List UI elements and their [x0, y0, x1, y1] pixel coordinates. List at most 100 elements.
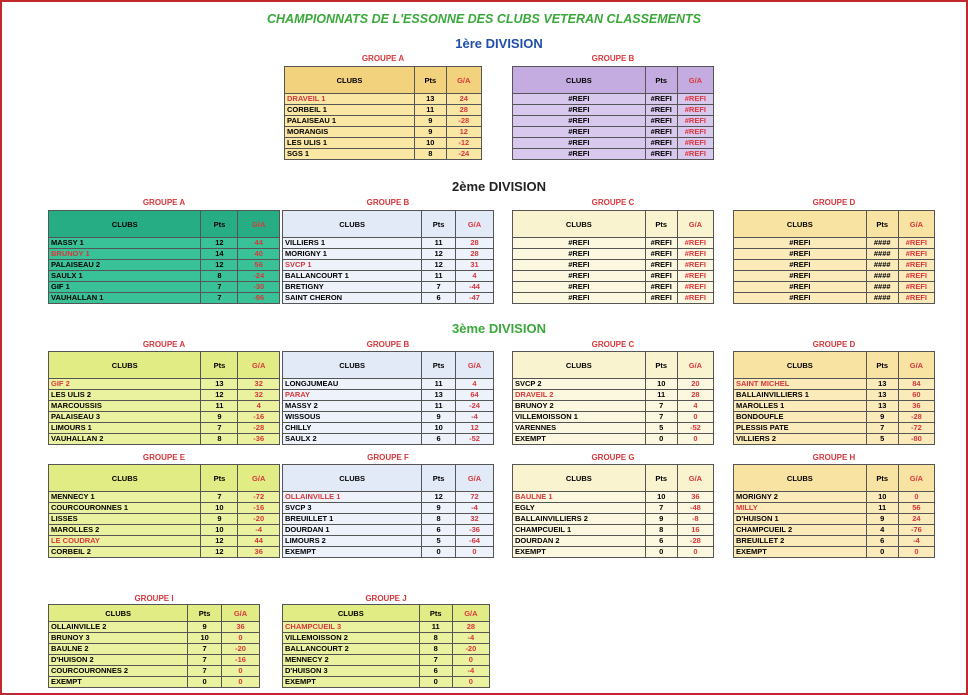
team-row: #REFI #REFI #REFI [512, 259, 715, 271]
goal-average: #REFI [676, 93, 715, 105]
club-name: SVCP 2 [512, 378, 646, 390]
club-name: D'HUISON 1 [733, 513, 867, 525]
club-name: #REFI [512, 248, 646, 260]
goal-average: 0 [897, 491, 936, 503]
goal-average: 36 [676, 491, 715, 503]
points: 13 [421, 389, 457, 401]
goal-average: 31 [455, 259, 494, 271]
column-header: G/A [451, 604, 491, 622]
goal-average: 4 [455, 378, 494, 390]
team-row: DOURDAN 2 6 -28 [512, 535, 715, 547]
header-row: CLUBS Pts G/A [512, 351, 715, 379]
club-name: #REFI [512, 93, 646, 105]
goal-average: 24 [897, 513, 936, 525]
club-name: CORBEIL 2 [47, 546, 202, 558]
column-header: Pts [865, 351, 899, 379]
column-header: Pts [644, 210, 678, 238]
points: 7 [644, 411, 678, 423]
header-row: CLUBS Pts G/A [512, 464, 715, 492]
goal-average: 32 [455, 513, 494, 525]
team-row: SVCP 2 10 20 [512, 378, 715, 390]
column-header: CLUBS [733, 351, 867, 379]
points: 0 [421, 546, 457, 558]
club-name: EXEMPT [733, 546, 867, 558]
points: 8 [644, 524, 678, 536]
club-name: SAINT CHERON [281, 292, 423, 304]
club-name: #REFI [733, 292, 867, 304]
goal-average: -20 [237, 513, 280, 525]
goal-average: 84 [897, 378, 936, 390]
goal-average: -4 [897, 535, 936, 547]
points: 8 [414, 148, 447, 160]
group-label: GROUPE D [812, 198, 856, 207]
points: 9 [421, 411, 457, 423]
points: 14 [200, 248, 239, 260]
club-name: LONGJUMEAU [281, 378, 423, 390]
column-header: Pts [421, 351, 457, 379]
column-header: CLUBS [47, 210, 202, 238]
team-row: BALLAINVILLIERS 1 13 60 [733, 389, 936, 401]
points: #REFI [644, 115, 678, 127]
club-name: COURCOURONNES 2 [47, 665, 189, 677]
club-name: DOURDAN 1 [281, 524, 423, 536]
club-name: PARAY [281, 389, 423, 401]
club-name: MILLY [733, 502, 867, 514]
goal-average: -72 [237, 491, 280, 503]
points: 0 [644, 546, 678, 558]
team-row: EXEMPT 0 0 [282, 676, 491, 688]
column-header: CLUBS [733, 464, 867, 492]
goal-average: 0 [451, 676, 491, 688]
column-header: G/A [455, 351, 494, 379]
team-row: VARENNES 5 -52 [512, 422, 715, 434]
points: 11 [644, 389, 678, 401]
team-row: DRAVEIL 1 13 24 [283, 93, 483, 105]
standings-table: CLUBS Pts G/A #REFI #### #REFI #REFI #### #REFI #… [733, 210, 936, 304]
club-name: CHAMPCUEIL 2 [733, 524, 867, 536]
points: 9 [421, 502, 457, 514]
standings-table: CLUBS Pts G/A OLLAINVILLE 1 12 72 SVCP 3 9 -4 BRE… [281, 464, 494, 558]
team-row: #REFI #REFI #REFI [512, 270, 715, 282]
club-name: VILLEMOISSON 1 [512, 411, 646, 423]
standings-table: CLUBS Pts G/A OLLAINVILLE 2 9 36 BRUNOY 3 10 0 BA… [47, 604, 260, 688]
club-name: #REFI [733, 270, 867, 282]
club-name: BRUNOY 2 [512, 400, 646, 412]
points: 0 [187, 676, 223, 688]
column-header: CLUBS [512, 464, 646, 492]
points: 11 [414, 104, 447, 116]
column-header: Pts [644, 66, 678, 94]
goal-average: 12 [455, 422, 494, 434]
goal-average: -96 [237, 292, 280, 304]
goal-average: 0 [676, 433, 715, 445]
team-row: LISSES 9 -20 [47, 513, 280, 525]
points: 4 [865, 524, 899, 536]
team-row: EXEMPT 0 0 [733, 546, 936, 558]
club-name: OLLAINVILLE 1 [281, 491, 423, 503]
points: #### [865, 259, 899, 271]
goal-average: -4 [455, 411, 494, 423]
club-name: #REFI [512, 115, 646, 127]
club-name: PLESSIS PATE [733, 422, 867, 434]
club-name: LES ULIS 1 [283, 137, 416, 149]
points: 0 [418, 676, 453, 688]
goal-average: -4 [237, 524, 280, 536]
goal-average: 36 [221, 621, 260, 633]
club-name: PALAISEAU 2 [47, 259, 202, 271]
goal-average: -16 [221, 654, 260, 666]
goal-average: -4 [451, 665, 491, 677]
header-row: CLUBS Pts G/A [281, 351, 494, 379]
club-name: #REFI [733, 237, 867, 249]
group-label: GROUPE E [142, 453, 186, 462]
points: 9 [414, 115, 447, 127]
points: 12 [421, 248, 457, 260]
club-name: D'HUISON 2 [47, 654, 189, 666]
club-name: VARENNES [512, 422, 646, 434]
club-name: MENNECY 1 [47, 491, 202, 503]
team-row: DRAVEIL 2 11 28 [512, 389, 715, 401]
goal-average: -52 [455, 433, 494, 445]
column-header: CLUBS [47, 351, 202, 379]
goal-average: 28 [676, 389, 715, 401]
goal-average: -4 [455, 502, 494, 514]
points: 12 [421, 259, 457, 271]
team-row: #REFI #REFI #REFI [512, 237, 715, 249]
points: 10 [421, 422, 457, 434]
